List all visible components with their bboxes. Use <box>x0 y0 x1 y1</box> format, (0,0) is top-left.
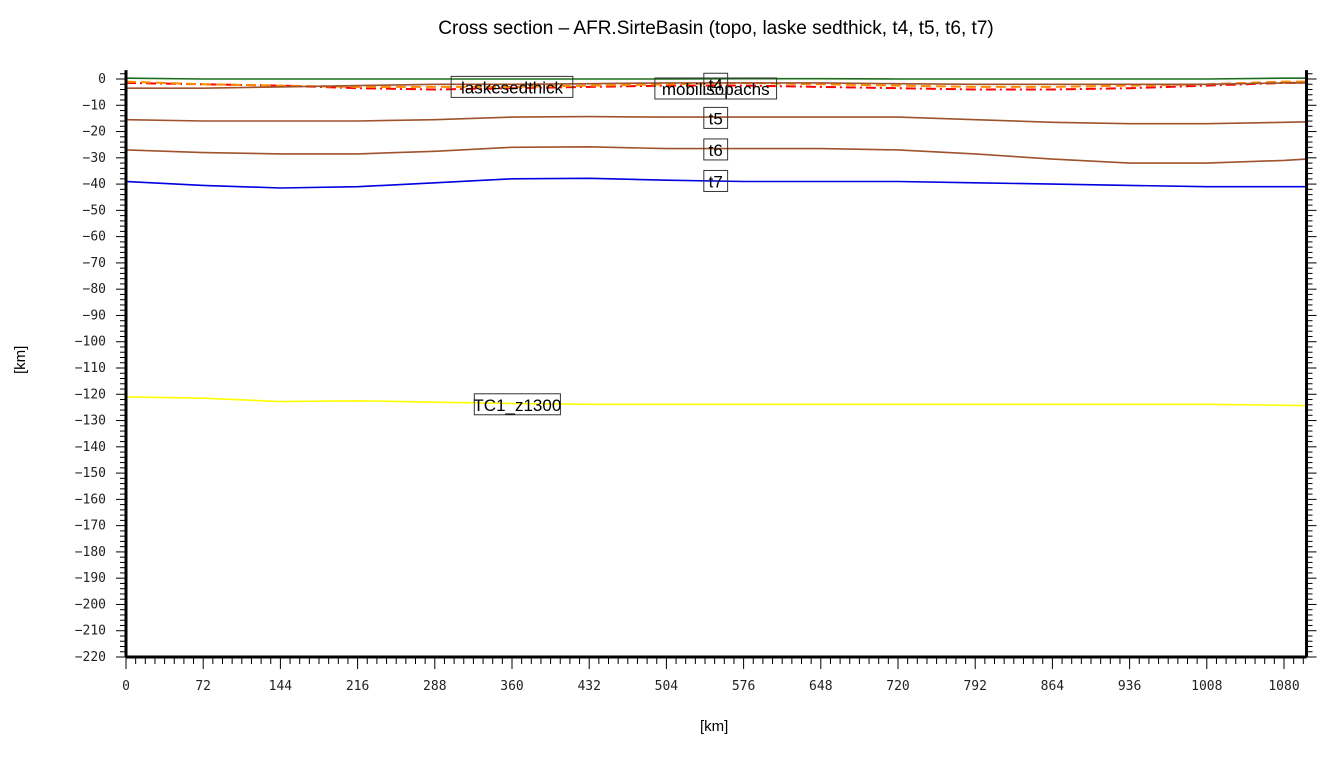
label-t5: t5 <box>703 106 729 129</box>
label-t6: t6 <box>703 138 729 161</box>
x-tick-label: 576 <box>732 679 755 694</box>
y-tick-label: −120 <box>75 387 106 402</box>
series-t5 <box>125 115 1307 125</box>
x-tick-label: 792 <box>963 679 986 694</box>
label-t4: t4 <box>703 72 729 95</box>
y-tick-label: −60 <box>83 230 106 245</box>
series-t6 <box>125 145 1307 164</box>
y-tick-label: −110 <box>75 361 106 376</box>
y-tick-label: −90 <box>83 308 106 323</box>
y-tick-label: −40 <box>83 177 106 192</box>
label-laskesedthick: laskesedthick <box>450 75 574 98</box>
x-tick-label: 0 <box>122 679 130 694</box>
series-laskesedthick <box>125 81 1307 91</box>
y-tick-label: −160 <box>75 492 106 507</box>
svg-text:TC1_z1300: TC1_z1300 <box>473 396 561 415</box>
label-tc1-z1300: TC1_z1300 <box>473 393 561 416</box>
x-tick-label: 864 <box>1041 679 1065 694</box>
x-tick-label: 288 <box>423 679 446 694</box>
x-tick-label: 432 <box>577 679 600 694</box>
svg-text:laskesedthick: laskesedthick <box>461 78 564 97</box>
y-tick-label: 0 <box>98 72 106 87</box>
label-mobilisopachs: mobilisopachs <box>654 77 778 100</box>
label-t7: t7 <box>703 169 729 192</box>
y-tick-label: −20 <box>83 125 106 140</box>
y-tick-label: −140 <box>75 440 106 455</box>
x-tick-label: 1080 <box>1268 679 1299 694</box>
series-t4 <box>126 82 1307 89</box>
x-axis-label: [km] <box>700 718 729 735</box>
x-tick-label: 72 <box>195 679 211 694</box>
y-tick-label: −130 <box>75 414 106 429</box>
plot-frame: 0 −10 −20 −30 −40 −50 −60 −70 −80 −90 −100 −110 −120… <box>75 70 1317 694</box>
chart-title: Cross section – AFR.SirteBasin (topo, la… <box>438 18 994 39</box>
x-tick-label: 1008 <box>1191 679 1222 694</box>
series-lines <box>125 77 1307 407</box>
x-tick-label: 648 <box>809 679 832 694</box>
x-tick-label: 936 <box>1118 679 1141 694</box>
y-tick-label: −170 <box>75 519 106 534</box>
series-t7 <box>125 177 1307 189</box>
x-tick-label: 360 <box>500 679 523 694</box>
svg-text:t7: t7 <box>709 172 723 191</box>
y-tick-label: −180 <box>75 545 106 560</box>
x-tick-label: 720 <box>886 679 909 694</box>
svg-text:mobilisopachs: mobilisopachs <box>662 80 770 99</box>
series-tc1-z1300 <box>125 396 1307 407</box>
y-tick-label: −220 <box>75 650 106 665</box>
y-tick-label: −80 <box>83 282 106 297</box>
y-tick-label: −210 <box>75 624 106 639</box>
y-tick-label: −30 <box>83 151 106 166</box>
svg-text:t5: t5 <box>709 109 723 128</box>
y-tick-label: −150 <box>75 466 106 481</box>
y-tick-label: −10 <box>83 98 106 113</box>
svg-text:t6: t6 <box>709 141 723 160</box>
y-tick-label: −190 <box>75 571 106 586</box>
y-tick-label: −100 <box>75 335 106 350</box>
y-tick-label: −70 <box>83 256 106 271</box>
x-tick-label: 504 <box>655 679 679 694</box>
y-tick-label: −200 <box>75 597 106 612</box>
series-topo <box>125 77 1307 80</box>
x-tick-label: 216 <box>346 679 369 694</box>
y-tick-label: −50 <box>83 203 106 218</box>
svg-text:t4: t4 <box>709 75 723 94</box>
x-tick-label: 144 <box>269 679 293 694</box>
